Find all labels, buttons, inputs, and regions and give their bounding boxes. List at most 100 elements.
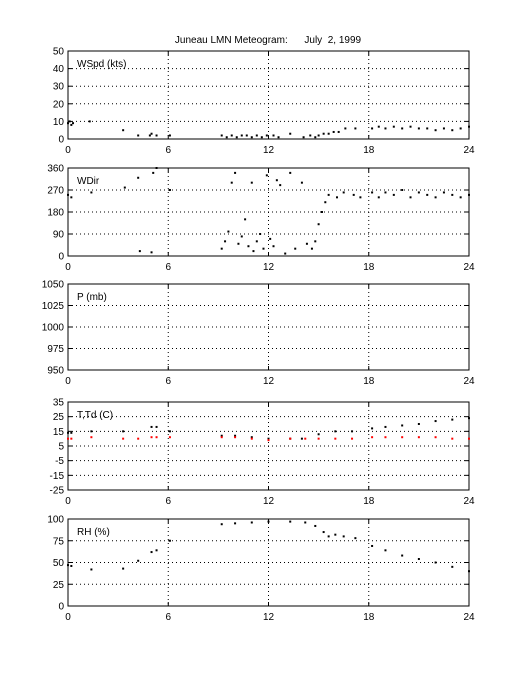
series-1 [67, 436, 470, 442]
data-point [377, 125, 380, 128]
data-point [344, 127, 347, 130]
data-point [401, 189, 404, 191]
data-point [70, 196, 73, 199]
data-point [426, 127, 429, 130]
data-point [314, 136, 317, 139]
y-tick-label: -15 [50, 471, 65, 482]
x-tick-label: 24 [463, 145, 475, 156]
data-point [122, 129, 125, 132]
data-point [70, 564, 73, 567]
data-point [371, 436, 374, 439]
data-point [336, 196, 339, 199]
data-point [227, 230, 230, 233]
panel-1: 0 90 180 270 360 0 6 12 18 24 WDir [47, 164, 475, 274]
y-tick-label: 10 [53, 117, 65, 128]
data-point [324, 201, 327, 204]
data-point [451, 129, 454, 132]
data-point [314, 524, 317, 527]
y-tick-label: 75 [53, 536, 65, 547]
y-tick-label: 1000 [42, 323, 65, 334]
data-point [284, 252, 287, 255]
y-tick-label: 1050 [42, 280, 65, 291]
data-point [354, 537, 357, 540]
data-point [434, 420, 437, 423]
x-tick-label: 0 [65, 612, 71, 623]
data-point [351, 437, 354, 440]
data-point [451, 418, 454, 421]
data-point [468, 437, 470, 440]
x-tick-label: 0 [65, 376, 71, 387]
panel-label: RH (%) [77, 527, 110, 538]
data-point [220, 434, 223, 437]
x-tick-label: 6 [165, 145, 171, 156]
data-point [417, 127, 420, 130]
data-point [451, 437, 454, 440]
y-tick-label: 25 [53, 580, 65, 591]
data-point [220, 523, 223, 526]
data-point [401, 127, 404, 130]
data-point [250, 521, 253, 524]
data-point [417, 558, 420, 561]
data-point [309, 134, 312, 137]
data-point [468, 125, 470, 128]
panel-label: WDir [77, 176, 100, 187]
x-tick-label: 0 [65, 145, 71, 156]
data-point [237, 242, 240, 245]
data-point [70, 431, 73, 434]
data-point [354, 127, 357, 130]
data-point [67, 122, 69, 125]
data-point [392, 193, 395, 196]
data-point [234, 436, 237, 439]
data-point [337, 130, 340, 133]
data-point [155, 167, 158, 169]
data-point [384, 549, 387, 552]
data-point [265, 174, 268, 177]
y-tick-label: 25 [53, 412, 65, 423]
data-point [150, 132, 153, 135]
data-point [327, 193, 330, 196]
data-point [67, 564, 69, 567]
data-point [252, 250, 255, 253]
data-point [359, 196, 362, 199]
data-point [342, 535, 345, 538]
data-point [244, 218, 247, 221]
data-point [70, 123, 73, 126]
data-point [220, 247, 223, 250]
x-tick-label: 12 [263, 376, 275, 387]
x-tick-label: 24 [463, 612, 475, 623]
data-point [277, 136, 280, 139]
x-tick-label: 24 [463, 496, 475, 507]
series-0 [67, 520, 470, 573]
data-point [122, 567, 125, 570]
data-point [384, 191, 387, 194]
y-tick-label: 975 [47, 344, 64, 355]
data-point [137, 437, 140, 440]
data-point [275, 179, 278, 182]
data-point [68, 120, 71, 123]
data-point [332, 130, 335, 133]
data-point [322, 531, 325, 534]
data-point [320, 211, 323, 213]
data-point [451, 193, 454, 196]
data-point [220, 436, 223, 439]
data-point [334, 533, 337, 536]
data-point [300, 437, 303, 440]
data-point [168, 430, 171, 433]
y-tick-label: 15 [53, 427, 65, 438]
data-point [220, 134, 223, 137]
y-tick-label: 40 [53, 64, 65, 75]
y-tick-label: 950 [47, 366, 64, 377]
data-point [260, 136, 263, 139]
data-point [123, 186, 126, 189]
data-point [371, 191, 374, 194]
data-point [70, 437, 73, 440]
x-tick-label: 6 [165, 262, 171, 273]
data-point [371, 427, 374, 430]
data-point [240, 235, 243, 238]
data-point [230, 181, 233, 184]
data-point [426, 193, 429, 196]
data-point [230, 134, 233, 137]
data-point [245, 134, 248, 137]
y-tick-label: 0 [58, 252, 64, 263]
data-point [401, 436, 404, 439]
